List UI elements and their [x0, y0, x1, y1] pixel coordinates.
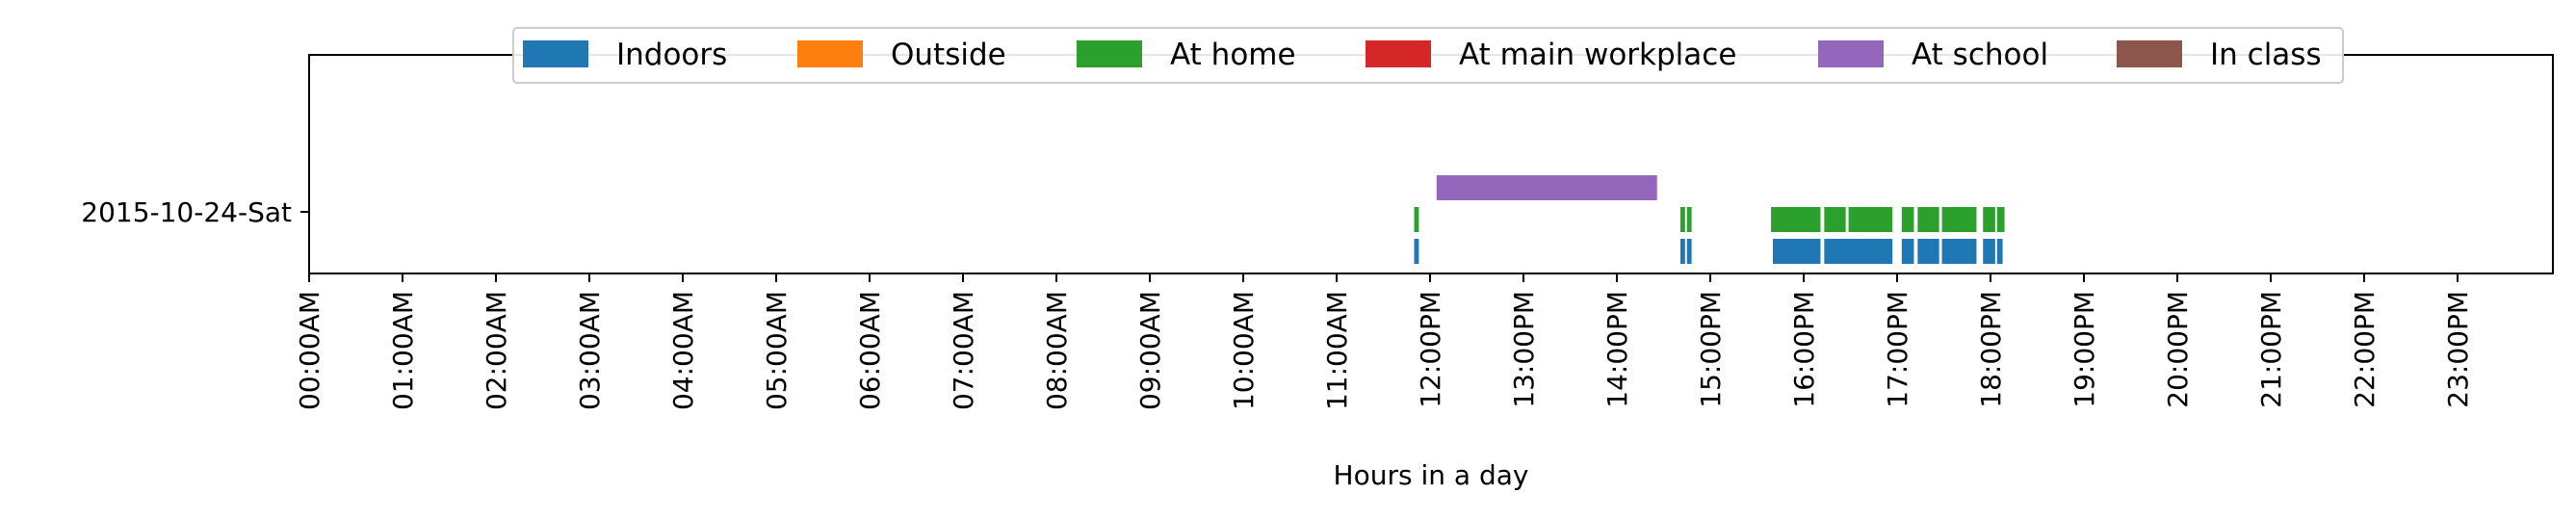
x-tick-label: 14:00PM — [1601, 291, 1633, 408]
x-tick-label: 07:00AM — [948, 291, 979, 410]
plot-frame — [308, 54, 2554, 274]
bar-at-school — [1436, 175, 1657, 200]
x-tick-label: 15:00PM — [1695, 291, 1727, 408]
x-tick-label: 04:00AM — [667, 291, 699, 410]
bar-indoors — [1996, 239, 2003, 264]
legend-entry: At home — [1170, 38, 1296, 72]
bar-at-home — [1901, 207, 1914, 232]
x-tick-label: 16:00PM — [1788, 291, 1820, 408]
bar-indoors — [1414, 239, 1419, 264]
bar-at-home — [1686, 207, 1692, 232]
bar-at-home — [1679, 207, 1685, 232]
legend: Indoors Outside At home At main workplace At… — [512, 27, 2344, 84]
bar-indoors — [1917, 239, 1939, 264]
bar-indoors — [1679, 239, 1685, 264]
x-tick-label: 05:00AM — [761, 291, 793, 410]
x-axis: 00:00AM 01:00AM 02:00AM 03:00AM 04:00AM 05:00… — [294, 273, 2474, 410]
legend-swatch — [1077, 40, 1142, 67]
bar-indoors — [1941, 239, 1977, 264]
bar-at-home — [1983, 207, 1995, 232]
bar-layer — [1414, 175, 2005, 264]
bar-at-home — [1414, 207, 1419, 232]
bar-at-home — [1824, 207, 1846, 232]
bar-indoors — [1686, 239, 1692, 264]
x-tick-label: 06:00AM — [854, 291, 886, 410]
x-tick-label: 17:00PM — [1882, 291, 1913, 408]
legend-entry: At main workplace — [1459, 38, 1736, 72]
x-axis-label: Hours in a day — [1334, 459, 1529, 491]
x-tick-label: 21:00PM — [2255, 291, 2287, 408]
x-tick-label: 11:00AM — [1321, 291, 1353, 410]
x-tick-label: 08:00AM — [1041, 291, 1073, 410]
x-tick-label: 00:00AM — [294, 291, 325, 410]
legend-entry: Indoors — [616, 38, 727, 72]
y-tick-label: 2015-10-24-Sat — [81, 196, 292, 228]
legend-entry: In class — [2210, 38, 2322, 72]
legend-swatch — [797, 40, 863, 67]
bar-at-home — [1917, 207, 1939, 232]
x-tick-label: 23:00PM — [2442, 291, 2474, 408]
x-tick-label: 18:00PM — [1975, 291, 2007, 408]
legend-swatch — [2117, 40, 2182, 67]
bar-at-home — [1941, 207, 1977, 232]
x-tick-label: 19:00PM — [2069, 291, 2100, 408]
bar-indoors — [1772, 239, 1821, 264]
legend-entry: Outside — [891, 38, 1006, 72]
x-tick-label: 13:00PM — [1508, 291, 1540, 408]
x-tick-label: 10:00AM — [1228, 291, 1260, 410]
bar-indoors — [1824, 239, 1893, 264]
legend-swatch — [1366, 40, 1431, 67]
bar-at-home — [1771, 207, 1821, 232]
y-axis: 2015-10-24-Sat — [81, 196, 309, 228]
x-tick-label: 12:00PM — [1415, 291, 1446, 408]
bar-at-home — [1848, 207, 1893, 232]
legend-entry: At school — [1912, 38, 2048, 72]
x-tick-label: 20:00PM — [2162, 291, 2194, 408]
bar-at-home — [1996, 207, 2005, 232]
x-tick-label: 02:00AM — [481, 291, 512, 410]
x-tick-label: 09:00AM — [1134, 291, 1166, 410]
bar-indoors — [1901, 239, 1914, 264]
legend-swatch — [1818, 40, 1884, 67]
bar-indoors — [1983, 239, 1995, 264]
x-tick-label: 03:00AM — [574, 291, 606, 410]
legend-swatch — [523, 40, 588, 67]
x-tick-label: 22:00PM — [2349, 291, 2381, 408]
x-tick-label: 01:00AM — [387, 291, 419, 410]
